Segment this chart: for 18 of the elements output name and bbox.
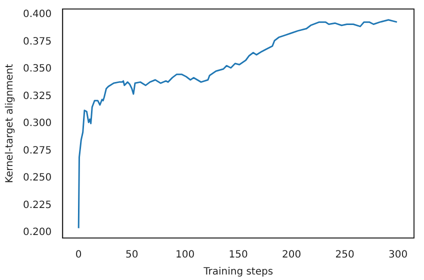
x-tick-label: 50 (125, 250, 138, 261)
x-axis-title: Training steps (202, 266, 274, 278)
y-tick-label: 0.350 (22, 64, 52, 75)
x-tick-label: 300 (388, 250, 408, 261)
y-tick-label: 0.200 (22, 227, 52, 238)
y-tick-label: 0.325 (22, 90, 52, 102)
x-tick-label: 0 (75, 250, 82, 261)
y-tick-label: 0.400 (22, 9, 52, 20)
x-tick-label: 250 (335, 250, 354, 261)
x-tick-label: 100 (176, 250, 195, 261)
y-tick-label: 0.225 (22, 200, 52, 211)
x-tick-label: 200 (282, 250, 302, 261)
y-axis-title: Kernel-target alignment (4, 64, 16, 184)
y-tick-label: 0.300 (22, 118, 52, 130)
x-tick-label: 150 (228, 250, 248, 261)
y-tick-label: 0.375 (22, 36, 52, 48)
y-tick-label: 0.275 (22, 145, 52, 156)
y-tick-label: 0.250 (22, 172, 52, 184)
